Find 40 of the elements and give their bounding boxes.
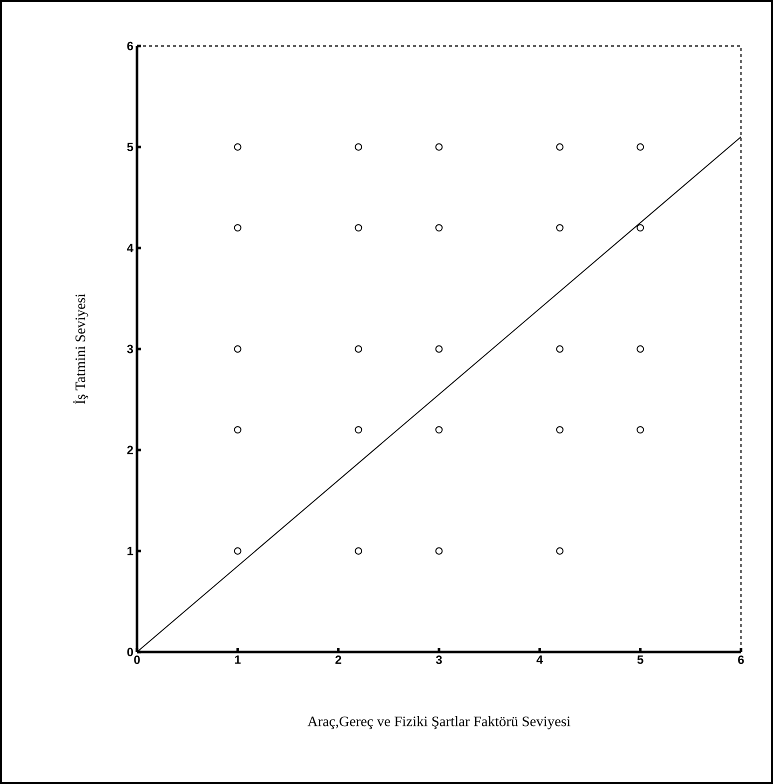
y-axis-title: İş Tatmini Seviyesi xyxy=(73,294,88,404)
x-tick-label: 1 xyxy=(235,656,241,664)
x-tick-label: 3 xyxy=(436,656,442,664)
point xyxy=(556,143,564,151)
x-tick-label: 6 xyxy=(738,656,744,664)
point xyxy=(636,224,644,232)
y-tick-label: 6 xyxy=(127,42,134,50)
point xyxy=(354,224,362,232)
point xyxy=(354,345,362,353)
point xyxy=(234,547,242,555)
x-tick-label: 4 xyxy=(536,656,543,664)
point xyxy=(234,224,242,232)
x-tick-label: 2 xyxy=(335,656,342,664)
point xyxy=(234,143,242,151)
point xyxy=(636,143,644,151)
point xyxy=(556,224,564,232)
point xyxy=(556,547,564,555)
y-tick-label: 3 xyxy=(127,344,134,354)
point xyxy=(354,143,362,151)
y-tick-label: 2 xyxy=(127,446,133,454)
point xyxy=(636,426,644,434)
point xyxy=(435,143,443,151)
point xyxy=(234,426,242,434)
point xyxy=(435,224,443,232)
y-tick-label: 5 xyxy=(127,142,134,152)
point xyxy=(354,547,362,555)
x-tick-label: 0 xyxy=(134,656,140,664)
point xyxy=(556,345,564,353)
y-tick-label: 4 xyxy=(126,244,134,252)
point xyxy=(435,426,443,434)
point xyxy=(354,426,362,434)
y-tick-label: 1 xyxy=(128,546,134,556)
x-tick-label: 5 xyxy=(637,656,644,664)
point xyxy=(435,345,443,353)
point xyxy=(556,426,564,434)
point xyxy=(234,345,242,353)
y-tick-label: 0 xyxy=(127,648,133,656)
point xyxy=(636,345,644,353)
x-axis-title: Araç,Gereç ve Fiziki Şartlar Faktörü Seviyesi xyxy=(308,716,570,730)
point xyxy=(435,547,443,555)
